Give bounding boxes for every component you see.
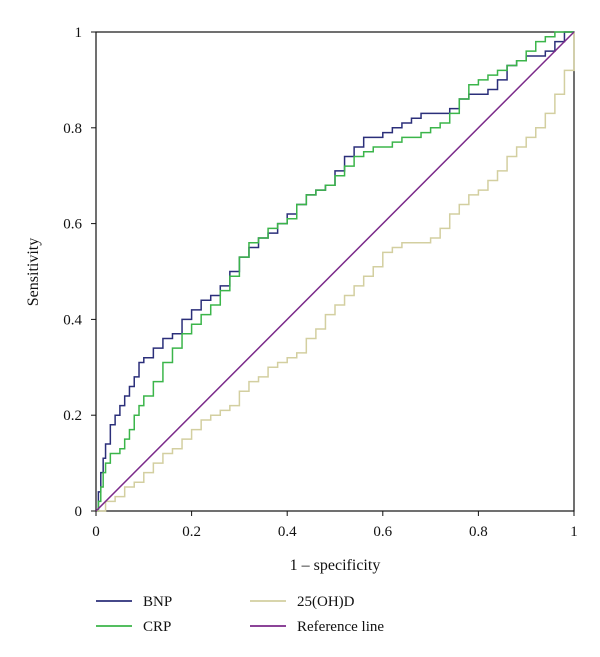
y-axis-title: Sensitivity — [25, 238, 42, 306]
legend: BNP 25(OH)D CRP Reference line — [96, 594, 384, 635]
x-tick-label: 0.8 — [469, 524, 488, 540]
y-tick-label: 0.4 — [63, 312, 82, 328]
x-tick-label: 0.4 — [278, 524, 297, 540]
x-axis-ticks: 0 0.2 0.4 0.6 0.8 1 — [92, 511, 578, 540]
plot-frame — [95, 31, 575, 512]
x-tick-label: 1 — [570, 524, 578, 540]
y-tick-label: 0.2 — [63, 408, 82, 424]
plot-area — [95, 31, 575, 512]
legend-label: CRP — [143, 619, 171, 635]
x-tick-label: 0 — [92, 524, 100, 540]
y-tick-label: 0 — [75, 504, 83, 520]
y-tick-label: 0.6 — [63, 217, 82, 233]
x-axis-title: 1 – specificity — [290, 557, 381, 574]
y-tick-label: 1 — [75, 25, 83, 41]
y-tick-label: 0.8 — [63, 121, 82, 137]
x-tick-label: 0.6 — [373, 524, 392, 540]
series-line-4 — [95, 31, 575, 512]
series-line-1 — [96, 31, 574, 512]
series-line-3 — [96, 32, 575, 512]
series-line-2 — [96, 31, 574, 512]
y-axis-ticks: 0 0.2 0.4 0.6 0.8 1 — [63, 25, 96, 520]
x-tick-label: 0.2 — [182, 524, 201, 540]
legend-label: Reference line — [297, 619, 384, 635]
legend-label: BNP — [143, 594, 172, 610]
legend-label: 25(OH)D — [297, 594, 355, 610]
